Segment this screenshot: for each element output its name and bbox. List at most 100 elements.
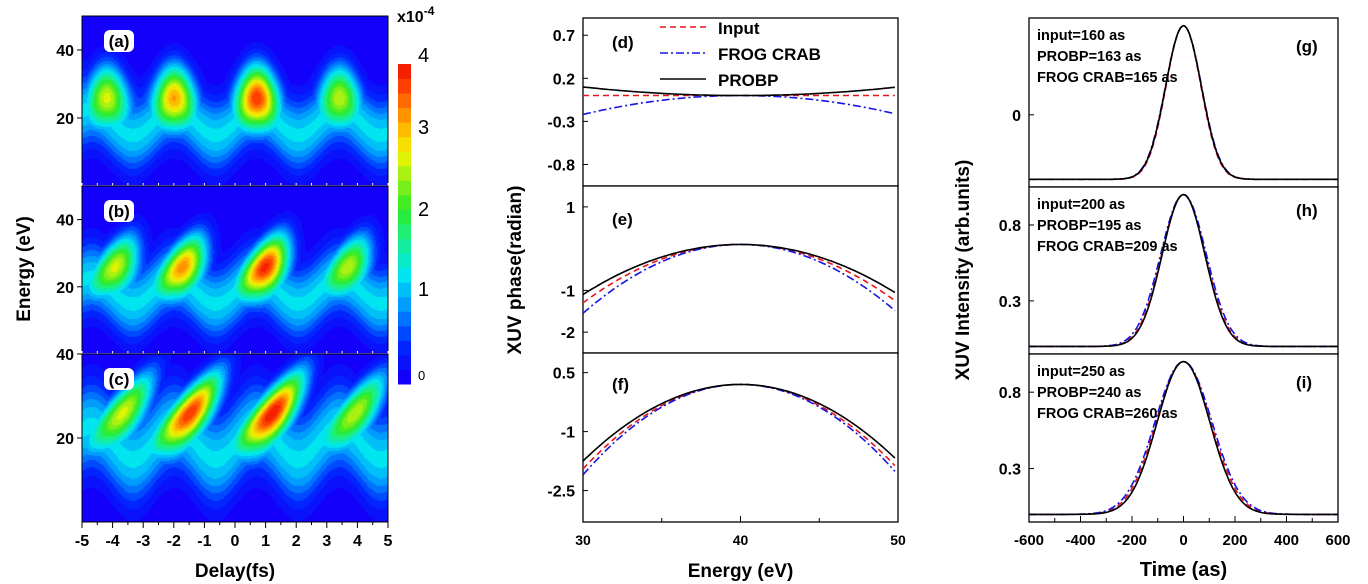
y-tick-label-i: 0.3 — [999, 462, 1021, 479]
y-tick-label-d: -0.3 — [547, 114, 575, 131]
series-line-probp-e — [582, 243, 896, 296]
colorbar-band — [398, 136, 411, 152]
y-tick-label-c: 20 — [56, 431, 74, 448]
panel-label-text-b: (b) — [108, 202, 130, 221]
colorbar-band — [398, 340, 411, 356]
colorbar: 0 1 2 3 4 x10-4 — [397, 4, 435, 385]
y-tick-label-f: 0.5 — [553, 366, 575, 383]
colorbar-band — [398, 296, 411, 312]
colorbar-band — [398, 282, 411, 298]
y-tick-label-c: 40 — [56, 347, 74, 364]
panel-label-d: (d) — [612, 33, 634, 52]
colorbar-tick-label: 0 — [418, 368, 425, 383]
series-line-frog-crab-e — [582, 243, 896, 314]
x-tick-label-energy: 40 — [733, 532, 749, 548]
panel-label-i: (i) — [1296, 373, 1312, 392]
panel-label-box-c — [104, 368, 134, 390]
panel-label-a: (a) — [104, 30, 134, 52]
y-tick-label-d: -0.8 — [547, 157, 575, 174]
annotation-g: input=160 as — [1037, 28, 1125, 44]
colorbar-band — [398, 224, 411, 240]
x-tick-label-time: 400 — [1274, 532, 1299, 549]
colorbar-band — [398, 253, 411, 269]
x-tick-label-time: -200 — [1117, 532, 1147, 549]
x-tick-label-time: 600 — [1325, 532, 1350, 549]
y-tick-label-e: -1 — [561, 283, 575, 300]
x-tick-label-heatmap: -4 — [105, 533, 119, 550]
x-tick-label-heatmap: 5 — [384, 533, 393, 550]
x-axis-label-delay: Delay(fs) — [195, 561, 275, 582]
colorbar-tick-label: 4 — [418, 45, 429, 67]
y-tick-label-h: 0.3 — [999, 294, 1021, 311]
x-tick-label-heatmap: -3 — [136, 533, 150, 550]
x-axis-label-energy: Energy (eV) — [688, 561, 794, 582]
colorbar-band — [398, 267, 411, 283]
y-axis-label-phase: XUV phase(radian) — [505, 186, 526, 355]
colorbar-band — [398, 122, 411, 138]
colorbar-band — [398, 369, 411, 385]
line-panel-e: 1 -1 -2 (e) — [561, 185, 899, 354]
legend-label-input: Input — [718, 19, 760, 38]
plot-frame-i — [1028, 353, 1339, 523]
colorbar-multiplier-base: x10 — [397, 9, 424, 26]
plot-frame-g — [1028, 17, 1339, 188]
colorbar-band — [398, 209, 411, 225]
colorbar-tick-label: 3 — [418, 117, 429, 139]
colorbar-band — [398, 311, 411, 327]
annotation-i: input=250 as — [1037, 364, 1125, 380]
panel-label-b: (b) — [104, 200, 134, 222]
y-tick-label-a: 20 — [56, 111, 74, 128]
y-tick-label-a: 40 — [56, 43, 74, 60]
line-panel-i: 0.8 0.3 (i) input=250 as PROBP=240 as FROG CR… — [999, 353, 1339, 523]
colorbar-band — [398, 325, 411, 341]
annotation-i: FROG CRAB=260 as — [1037, 406, 1178, 422]
series-line-input-e — [582, 243, 896, 304]
panel-label-e: (e) — [612, 210, 633, 229]
y-axis-label-energy: Energy (eV) — [14, 216, 35, 322]
heatmap-panel-b: (b) 20 40 — [56, 185, 389, 357]
colorbar-band — [398, 165, 411, 181]
x-tick-label-heatmap: 1 — [261, 533, 270, 550]
x-tick-label-time: 200 — [1222, 532, 1247, 549]
panel-label-g: (g) — [1296, 37, 1318, 56]
series-line-probp-g — [1029, 24, 1338, 181]
x-tick-label-heatmap: 0 — [231, 533, 240, 550]
x-tick-label-time: 0 — [1179, 532, 1187, 549]
annotation-i: PROBP=240 as — [1037, 385, 1141, 401]
panel-label-text-a: (a) — [109, 32, 130, 51]
series-line-probp-d — [582, 86, 895, 97]
y-tick-label-e: -2 — [561, 325, 575, 342]
colorbar-tick-label: 1 — [418, 279, 429, 301]
colorbar-band — [398, 180, 411, 196]
colorbar-tick-label: 2 — [418, 199, 429, 221]
legend-label-frog-crab: FROG CRAB — [718, 45, 821, 64]
x-tick-label-time: -400 — [1065, 532, 1095, 549]
legend: Input FROG CRAB PROBP — [660, 19, 821, 90]
x-tick-label-heatmap: -5 — [75, 533, 89, 550]
colorbar-multiplier-exponent: -4 — [424, 4, 435, 18]
panel-label-f: (f) — [612, 375, 629, 394]
legend-label-probp: PROBP — [718, 71, 778, 90]
annotation-g: FROG CRAB=165 as — [1037, 70, 1178, 86]
colorbar-band — [398, 107, 411, 123]
heatmap-panel-a: (a) 20 40 — [56, 15, 389, 189]
annotation-g: PROBP=163 as — [1037, 49, 1141, 65]
line-panel-f: 0.5 -1 -2.5 (f) — [547, 352, 899, 523]
x-tick-label-energy: 30 — [575, 532, 591, 548]
colorbar-multiplier: x10-4 — [397, 4, 435, 26]
y-tick-label-f: -2.5 — [547, 484, 575, 501]
line-panel-d: 0.7 0.2 -0.3 -0.8 (d) — [547, 17, 899, 187]
y-tick-label-b: 40 — [56, 213, 74, 230]
y-tick-label-b: 20 — [56, 280, 74, 297]
x-tick-label-heatmap: -1 — [197, 533, 211, 550]
y-tick-label-h: 0.8 — [999, 218, 1021, 235]
panel-label-box-b — [104, 200, 134, 222]
y-tick-label-d: 0.2 — [553, 71, 575, 88]
y-tick-label-f: -1 — [561, 425, 575, 442]
colorbar-band — [398, 354, 411, 370]
colorbar-band — [398, 64, 411, 80]
colorbar-band — [398, 78, 411, 94]
x-tick-label-energy: 50 — [890, 532, 906, 548]
colorbar-band — [398, 151, 411, 167]
